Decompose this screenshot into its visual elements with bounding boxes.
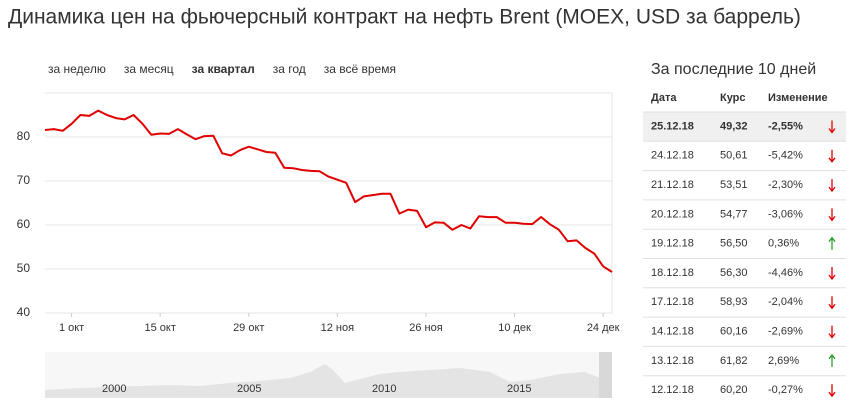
table-cell: 54,77 [720, 208, 748, 220]
table-cell: 17.12.18 [651, 296, 694, 308]
table-cell: 50,61 [720, 150, 748, 162]
x-tick-label: 24 дек [587, 322, 620, 334]
navigator-label: 2000 [102, 383, 126, 395]
table-cell: -0,27% [768, 384, 803, 396]
arrow-down [828, 296, 836, 310]
tab[interactable]: за всё время [324, 62, 396, 76]
navigator-area [45, 364, 612, 398]
page-title: Динамика цен на фьючерсный контракт на н… [8, 6, 801, 29]
x-tick-label: 15 окт [144, 322, 175, 334]
navigator-label: 2010 [372, 383, 396, 395]
table-cell: 56,30 [720, 267, 748, 279]
x-tick-label: 10 дек [498, 322, 531, 334]
column-header: Изменение [768, 92, 828, 104]
y-tick-label: 40 [17, 305, 31, 319]
y-tick-label: 50 [17, 261, 31, 275]
tab[interactable]: за месяц [124, 62, 174, 76]
y-tick-label: 70 [17, 173, 31, 187]
column-header: Дата [651, 92, 677, 104]
table-cell: 61,82 [720, 355, 748, 367]
table-cell: 60,20 [720, 384, 748, 396]
x-tick-label: 1 окт [59, 322, 84, 334]
table-cell: 18.12.18 [651, 267, 694, 279]
arrow-down [828, 325, 836, 339]
x-tick-label: 29 окт [233, 322, 264, 334]
row-highlight [643, 112, 846, 141]
table-cell: -2,04% [768, 296, 803, 308]
arrow-up [828, 236, 836, 250]
column-header: Курс [720, 92, 746, 104]
table-cell: 60,16 [720, 326, 748, 338]
table-cell: -4,46% [768, 267, 803, 279]
table-cell: 13.12.18 [651, 355, 694, 367]
table-cell: 19.12.18 [651, 238, 694, 250]
table-cell: 56,50 [720, 238, 748, 250]
x-tick-label: 26 ноя [409, 322, 442, 334]
arrow-up [828, 353, 836, 367]
arrow-down [828, 267, 836, 281]
table-cell: 20.12.18 [651, 208, 694, 220]
arrow-down [828, 208, 836, 222]
table-cell: -2,55% [768, 120, 803, 132]
table-cell: -3,06% [768, 208, 803, 220]
table-cell: 2,69% [768, 355, 799, 367]
x-tick-label: 12 ноя [321, 322, 354, 334]
table-title: За последние 10 дней [651, 61, 816, 78]
arrow-down [828, 149, 836, 163]
table-cell: 14.12.18 [651, 326, 694, 338]
navigator-handle[interactable] [599, 352, 612, 398]
table-cell: 0,36% [768, 238, 799, 250]
table-cell: 53,51 [720, 179, 748, 191]
navigator-label: 2015 [507, 383, 531, 395]
table-cell: 58,93 [720, 296, 748, 308]
table-cell: 24.12.18 [651, 150, 694, 162]
arrow-down [828, 179, 836, 193]
navigator-label: 2005 [237, 383, 261, 395]
table-cell: 12.12.18 [651, 384, 694, 396]
y-tick-label: 80 [17, 129, 31, 143]
table-cell: 21.12.18 [651, 179, 694, 191]
arrow-down [828, 384, 836, 398]
table-cell: -5,42% [768, 150, 803, 162]
tab[interactable]: за неделю [48, 62, 106, 76]
table-cell: 25.12.18 [651, 120, 694, 132]
arrow-down [828, 120, 836, 134]
price-line [44, 109, 613, 273]
tab[interactable]: за год [273, 62, 306, 76]
table-cell: 49,32 [720, 120, 748, 132]
table-cell: -2,69% [768, 326, 803, 338]
table-cell: -2,30% [768, 179, 803, 191]
tab[interactable]: за квартал [192, 62, 255, 76]
y-tick-label: 60 [17, 217, 31, 231]
